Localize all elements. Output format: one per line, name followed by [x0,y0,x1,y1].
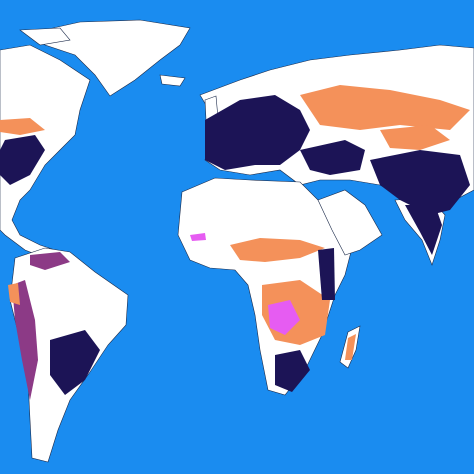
asia-dense [370,150,470,215]
madagascar-patch [345,334,356,360]
arabia [317,189,383,256]
sahel [230,238,325,262]
arctic-islands [19,27,186,87]
usa-east [0,135,45,185]
north-america [0,44,91,259]
canada-south [0,118,45,135]
russia-band [300,85,470,130]
chile-patch [8,283,20,305]
east-africa [318,248,335,300]
south-africa-dense [275,350,310,392]
europe-dense [205,95,310,170]
africa-pink [190,233,300,335]
andes [12,280,38,400]
south-america-dense [50,330,100,395]
greenland [34,19,191,97]
central-asia [380,125,450,150]
india-dense [405,205,442,255]
venezuela [30,252,70,270]
middle-east-dense [300,140,365,175]
